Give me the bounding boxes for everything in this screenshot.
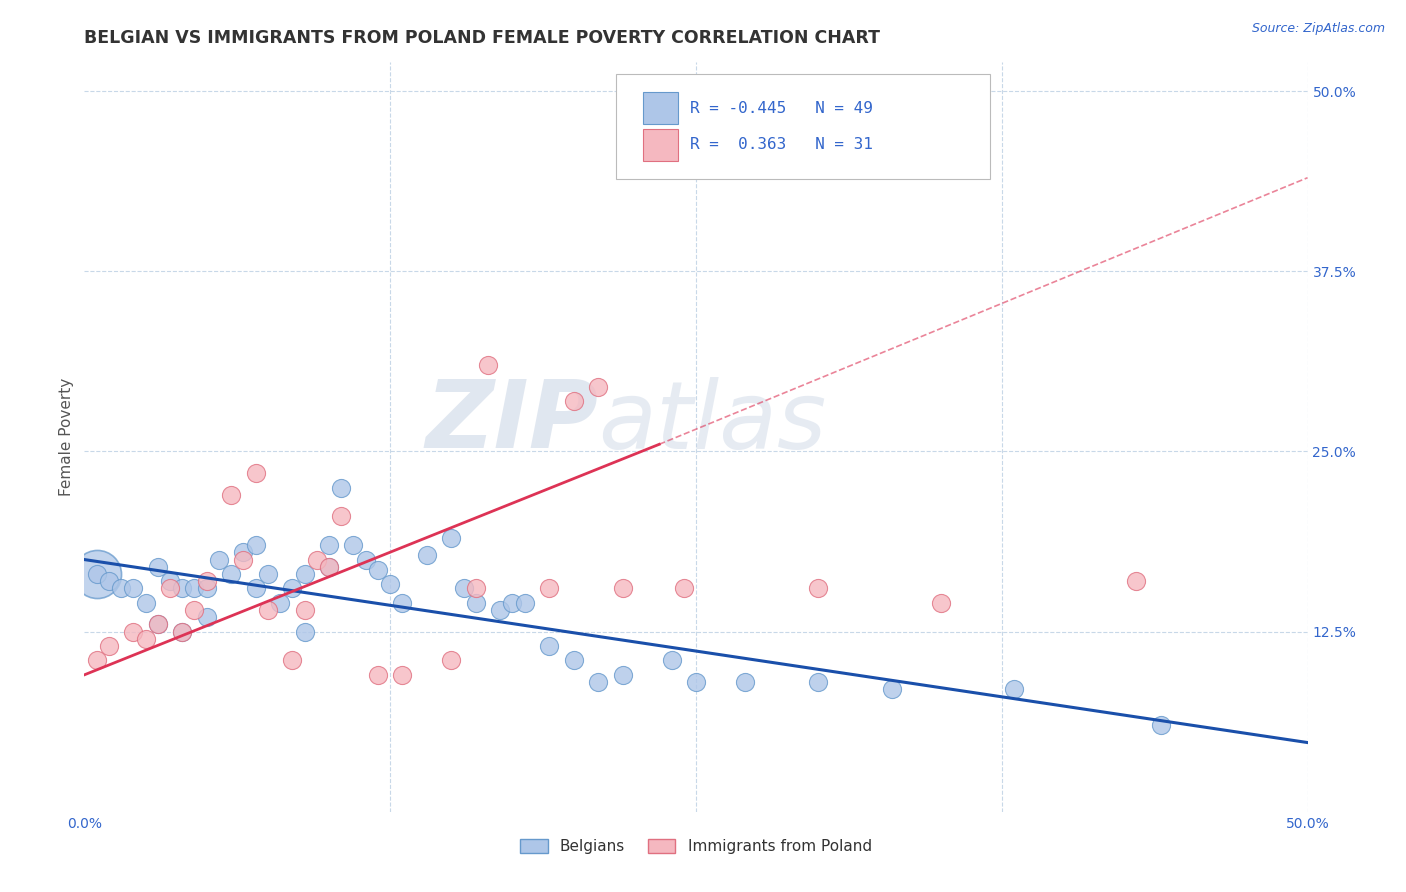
Point: [661, 653, 683, 667]
Point: [929, 596, 952, 610]
Point: [586, 675, 609, 690]
Point: [294, 624, 316, 639]
Point: [318, 559, 340, 574]
FancyBboxPatch shape: [644, 129, 678, 161]
Point: [146, 617, 169, 632]
Point: [612, 582, 634, 596]
Point: [440, 531, 463, 545]
Point: [219, 488, 242, 502]
Point: [86, 653, 108, 667]
Point: [195, 574, 218, 589]
Point: [318, 538, 340, 552]
Point: [281, 653, 304, 667]
Point: [1150, 718, 1173, 732]
Point: [97, 574, 120, 589]
Point: [183, 603, 205, 617]
Point: [97, 639, 120, 653]
Point: [586, 379, 609, 393]
Point: [380, 577, 402, 591]
Point: [330, 509, 353, 524]
Point: [612, 668, 634, 682]
Point: [562, 394, 585, 409]
Point: [538, 582, 561, 596]
Point: [294, 566, 316, 581]
Point: [257, 603, 280, 617]
FancyBboxPatch shape: [616, 74, 990, 178]
Point: [807, 582, 830, 596]
Point: [245, 466, 267, 480]
Legend: Belgians, Immigrants from Poland: Belgians, Immigrants from Poland: [515, 832, 877, 860]
Point: [159, 574, 181, 589]
Point: [354, 552, 377, 566]
Point: [172, 582, 194, 596]
Point: [880, 682, 903, 697]
Point: [685, 675, 707, 690]
Point: [281, 582, 304, 596]
Point: [416, 548, 439, 562]
Point: [464, 582, 486, 596]
Text: BELGIAN VS IMMIGRANTS FROM POLAND FEMALE POVERTY CORRELATION CHART: BELGIAN VS IMMIGRANTS FROM POLAND FEMALE…: [84, 29, 880, 47]
Point: [110, 582, 132, 596]
Text: ZIP: ZIP: [425, 376, 598, 468]
Point: [195, 582, 218, 596]
Point: [195, 610, 218, 624]
Point: [502, 596, 524, 610]
Point: [219, 566, 242, 581]
Point: [342, 538, 364, 552]
Point: [477, 358, 499, 372]
Point: [513, 596, 536, 610]
Point: [294, 603, 316, 617]
Point: [672, 582, 695, 596]
Point: [305, 552, 328, 566]
Text: R =  0.363   N = 31: R = 0.363 N = 31: [690, 137, 873, 153]
Point: [257, 566, 280, 581]
Point: [135, 632, 157, 646]
Point: [440, 653, 463, 667]
Point: [367, 668, 389, 682]
Point: [367, 563, 389, 577]
Point: [135, 596, 157, 610]
Point: [734, 675, 756, 690]
Point: [318, 559, 340, 574]
Point: [269, 596, 291, 610]
Point: [245, 538, 267, 552]
Point: [453, 582, 475, 596]
Point: [122, 624, 145, 639]
Point: [538, 639, 561, 653]
Point: [172, 624, 194, 639]
Point: [122, 582, 145, 596]
Point: [245, 582, 267, 596]
Point: [562, 653, 585, 667]
Point: [1002, 682, 1025, 697]
Point: [86, 566, 108, 581]
Text: atlas: atlas: [598, 376, 827, 467]
Text: R = -0.445   N = 49: R = -0.445 N = 49: [690, 101, 873, 116]
Point: [807, 675, 830, 690]
Point: [183, 582, 205, 596]
Point: [489, 603, 512, 617]
Point: [391, 596, 413, 610]
Point: [86, 566, 108, 581]
Y-axis label: Female Poverty: Female Poverty: [59, 378, 75, 496]
Point: [146, 559, 169, 574]
Point: [232, 552, 254, 566]
Point: [391, 668, 413, 682]
Point: [464, 596, 486, 610]
Point: [146, 617, 169, 632]
Point: [1125, 574, 1147, 589]
Point: [159, 582, 181, 596]
Point: [330, 481, 353, 495]
Point: [232, 545, 254, 559]
FancyBboxPatch shape: [644, 93, 678, 124]
Text: Source: ZipAtlas.com: Source: ZipAtlas.com: [1251, 22, 1385, 36]
Point: [172, 624, 194, 639]
Point: [208, 552, 231, 566]
